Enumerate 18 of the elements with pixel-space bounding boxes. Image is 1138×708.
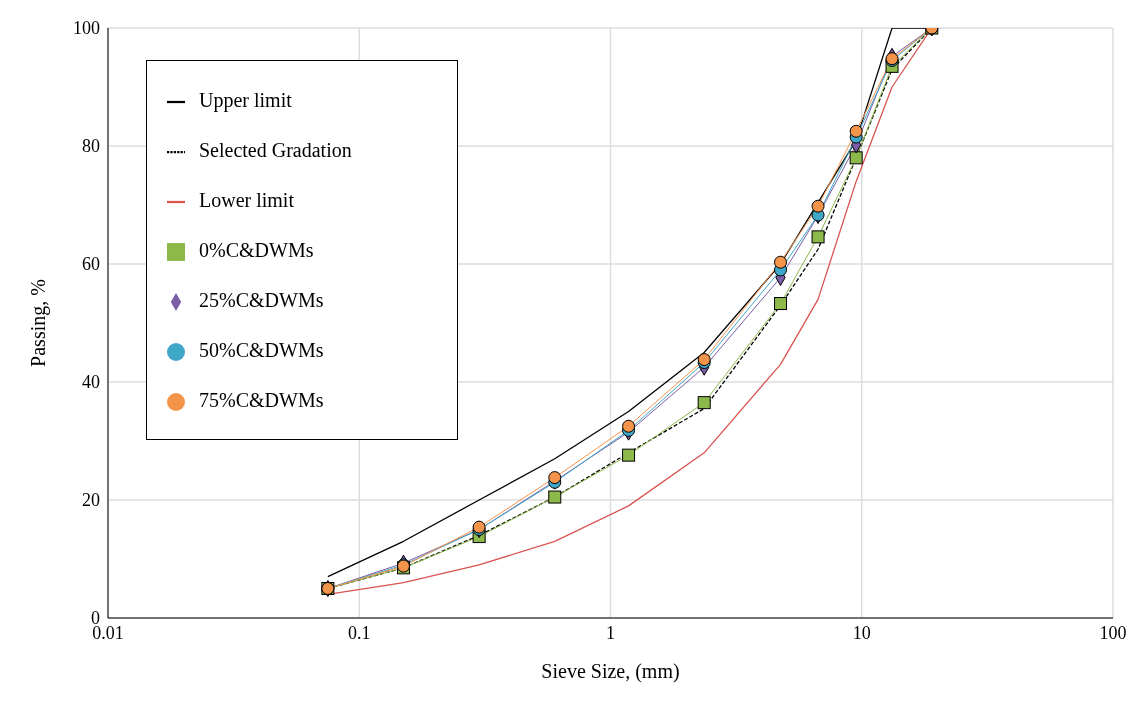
x-tick-label: 0.1	[348, 622, 371, 643]
y-tick-label: 20	[82, 490, 100, 511]
y-tick-label: 100	[73, 18, 100, 39]
legend-label: 50%C&DWMs	[199, 339, 324, 361]
x-tick-label: 10	[852, 622, 871, 643]
y-axis-title: Passing, %	[27, 279, 51, 367]
y-tick-label: 40	[82, 372, 100, 393]
legend-label: Lower limit	[199, 189, 294, 211]
x-tick-label: 1	[606, 622, 615, 643]
legend-label: 25%C&DWMs	[199, 289, 324, 311]
x-axis-title: Sieve Size, (mm)	[541, 660, 680, 683]
y-tick-label: 80	[82, 136, 100, 157]
legend-label: 75%C&DWMs	[199, 389, 324, 411]
x-tick-label: 100	[1099, 622, 1127, 643]
y-tick-label: 60	[82, 254, 100, 275]
legend-label: 0%C&DWMs	[199, 239, 314, 261]
legend-label: Upper limit	[199, 89, 292, 111]
legend-label: Selected Gradation	[199, 139, 352, 161]
